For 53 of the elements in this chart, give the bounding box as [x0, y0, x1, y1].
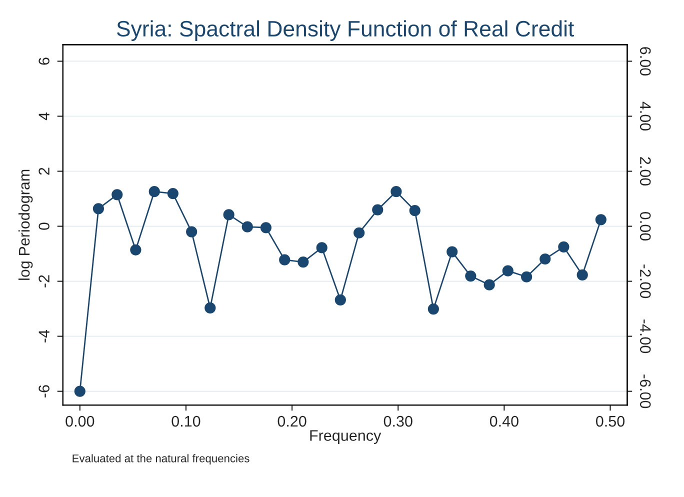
y-tick-label: -4: [38, 330, 50, 342]
y-tick-label: -2: [38, 275, 50, 288]
point: [595, 214, 606, 226]
point: [242, 221, 253, 232]
point: [186, 226, 198, 238]
chart-title: Syria: Spactral Density Function of Real Credit: [116, 20, 574, 42]
y2-tick-label: -6.00: [640, 374, 651, 408]
y-tick-label: 4: [38, 112, 50, 120]
y2-tick-label: -4.00: [640, 320, 651, 354]
point: [428, 304, 439, 315]
y2-tick-label: 6.00: [640, 47, 651, 76]
point: [167, 188, 178, 200]
point: [465, 270, 476, 282]
y2-tick-label: -2.00: [640, 264, 651, 298]
point: [558, 241, 570, 252]
point: [130, 244, 142, 256]
point: [223, 209, 234, 220]
point: [148, 186, 160, 198]
point: [92, 203, 104, 214]
x-tick-label: 0.30: [384, 416, 412, 427]
x-tick-label: 0.20: [278, 416, 306, 427]
x-tick-label: 0.00: [66, 416, 94, 427]
point: [502, 265, 514, 276]
point: [521, 271, 532, 282]
y-tick-label: 0: [38, 222, 50, 230]
point: [409, 205, 420, 216]
point: [74, 386, 86, 397]
y2-tick-label: 2.00: [640, 157, 651, 186]
point: [298, 256, 309, 268]
x-tick-label: 0.40: [490, 416, 518, 427]
point: [446, 246, 458, 258]
point: [484, 279, 495, 290]
point: [204, 302, 216, 314]
y2-tick-label: 4.00: [640, 102, 651, 131]
x-tick-label: 0.10: [172, 416, 200, 427]
point: [540, 253, 551, 265]
y-tick-label: -6: [38, 385, 50, 398]
point: [260, 222, 272, 234]
point: [334, 294, 346, 306]
x-axis-title: Frequency: [310, 430, 382, 444]
y-tick-label: 2: [38, 168, 50, 175]
point: [112, 189, 123, 200]
text: Evaluated at the natural frequencies: [72, 454, 250, 465]
point: [372, 204, 384, 216]
x-tick-label: 0.50: [596, 416, 625, 427]
y-axis-title: log Periodogram: [18, 170, 33, 280]
point: [354, 227, 365, 238]
point: [279, 254, 290, 266]
y2-tick-label: 0.00: [640, 212, 651, 241]
point: [576, 269, 588, 281]
point: [316, 242, 328, 254]
y-tick-label: 6: [38, 58, 50, 65]
point: [390, 186, 402, 198]
